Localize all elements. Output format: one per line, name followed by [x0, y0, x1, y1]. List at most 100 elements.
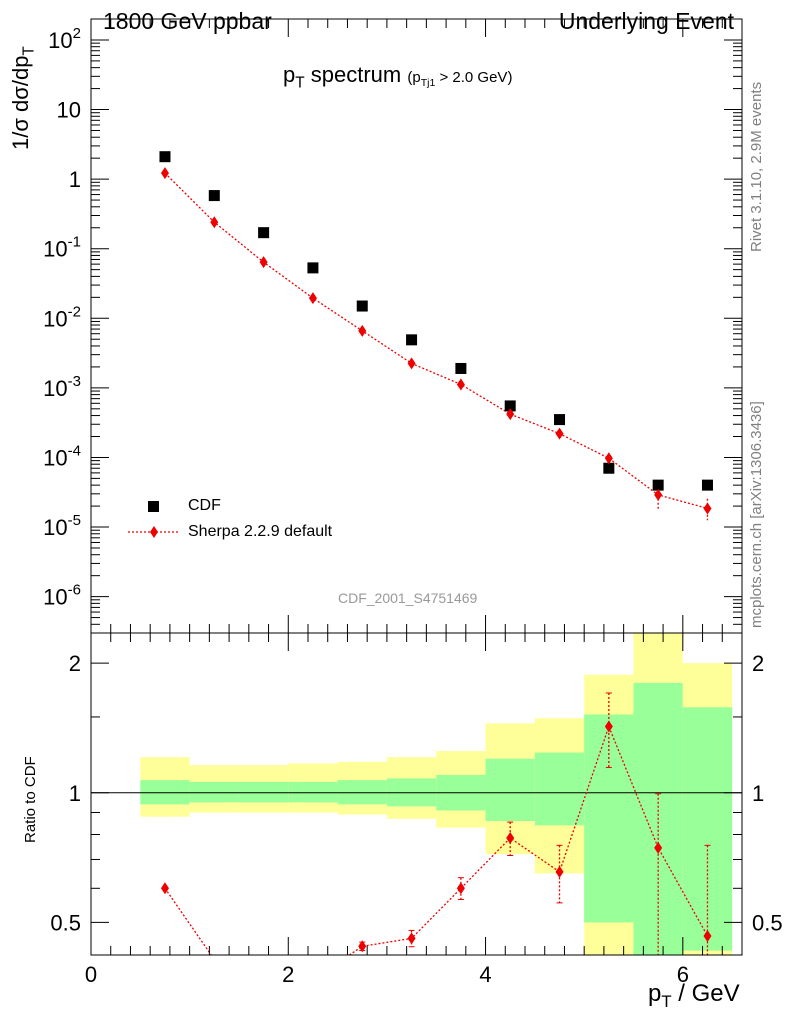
data-point	[356, 300, 368, 312]
data-point	[208, 190, 220, 202]
mc-point	[703, 502, 712, 515]
ratio-x-tick-label: 4	[479, 962, 491, 987]
ratio-mc-line	[164, 724, 709, 955]
band-inner	[140, 780, 190, 805]
plot-title-p: p	[283, 62, 296, 87]
mc-point	[456, 378, 465, 391]
legend-mc-label: Sherpa 2.2.9 default	[188, 523, 333, 540]
mc-point	[259, 256, 268, 269]
y-tick-label: 1	[69, 167, 81, 192]
band-inner	[189, 781, 239, 803]
ratio-x-tick-label: 6	[677, 962, 689, 987]
band-inner	[288, 781, 338, 803]
ratio-frame	[90, 632, 743, 956]
data-point	[307, 262, 319, 274]
legend-data-marker	[148, 501, 159, 512]
mc-point	[506, 408, 515, 421]
plot-title-rest: spectrum	[304, 62, 402, 87]
mc-point	[654, 488, 663, 501]
ratio-mc-point	[604, 720, 613, 733]
header-right: Underlying Event	[558, 8, 734, 34]
y-tick-label-exp: -2	[68, 303, 81, 320]
ratio-y-tick-label: 1	[69, 781, 81, 806]
plot-title-cut-b: > 2.0 GeV)	[435, 69, 513, 86]
ratio-mc-point	[703, 929, 712, 942]
plot-title-cut: (pTj1 > 2.0 GeV)	[407, 69, 513, 89]
mc-point	[604, 452, 613, 465]
legend-mc-marker	[150, 526, 158, 538]
ratio-mc-point	[654, 841, 663, 854]
mc-point	[308, 292, 317, 305]
plot-title: pT spectrum (pTj1 > 2.0 GeV)	[283, 62, 512, 92]
y-tick-label: 10-3	[43, 373, 81, 401]
y-tick-label-base: 10	[43, 445, 67, 470]
mc-point	[407, 357, 416, 370]
y-tick-label-exp: -5	[68, 512, 81, 529]
mc-series-line	[164, 172, 708, 510]
y-tick-label-base: 10	[43, 585, 67, 610]
y-tick-label-base: 10	[48, 28, 72, 53]
ratio-y-tick-label-right: 2	[752, 651, 764, 676]
mc-point	[555, 427, 564, 440]
y-tick-label-exp: -6	[68, 582, 81, 599]
plot-title-cut-sub: Tj1	[420, 77, 436, 89]
y-tick-label-exp: -1	[68, 234, 81, 251]
y-tick-label-base: 10	[43, 306, 67, 331]
y-tick-label-exp: 2	[73, 25, 81, 42]
main-frame	[90, 18, 743, 634]
y-tick-label: 10-5	[43, 512, 81, 540]
y-tick-label-exp: -4	[68, 442, 81, 459]
data-point	[406, 334, 418, 346]
ratio-y-tick-label-right: 0.5	[752, 910, 783, 935]
data-point	[554, 414, 566, 426]
y-tick-label: 10-6	[43, 582, 81, 610]
plot-title-sub: T	[295, 74, 305, 92]
mc-point	[358, 324, 367, 337]
ratio-x-tick-label: 0	[85, 962, 97, 987]
ratio-y-tick-label-right: 1	[752, 781, 764, 806]
plot-title-cut-a: (p	[407, 69, 421, 86]
y-tick-label-base: 10	[43, 515, 67, 540]
ratio-mc-point	[160, 882, 169, 895]
y-tick-label: 10-4	[43, 442, 81, 470]
y-tick-label-base: 10	[43, 376, 67, 401]
ratio-y-tick-label: 0.5	[50, 910, 81, 935]
mc-point	[160, 167, 169, 180]
ratio-mc-point	[555, 865, 564, 878]
legend-data-label: CDF	[188, 497, 221, 514]
y-tick-label: 10-2	[43, 303, 81, 331]
y-tick-label: 102	[48, 25, 81, 53]
header-left: 1800 GeV ppbar	[103, 8, 272, 34]
data-point	[652, 479, 664, 491]
band-inner	[337, 780, 387, 805]
x-axis-label: pT / GeV	[648, 980, 740, 1012]
x-axis-label-rest: / GeV	[671, 980, 740, 1007]
data-point	[159, 151, 171, 163]
legend-markers	[128, 501, 180, 538]
data-point	[455, 362, 467, 374]
ratio-mc-point	[456, 882, 465, 895]
ratio-x-tick-label: 2	[282, 962, 294, 987]
y-tick-label-exp: -3	[68, 373, 81, 390]
ratio-mc-point	[358, 940, 367, 953]
x-axis-label-p: p	[648, 980, 662, 1007]
data-point	[258, 227, 270, 239]
ratio-y-tick-label: 2	[69, 651, 81, 676]
band-inner	[238, 781, 289, 803]
data-point	[701, 479, 713, 491]
analysis-id: CDF_2001_S4751469	[338, 590, 478, 606]
y-tick-label: 10-1	[43, 234, 81, 262]
y-tick-label-base: 10	[43, 237, 67, 262]
data-point	[504, 400, 516, 412]
ratio-mc-point	[407, 932, 416, 945]
y-tick-label: 10	[57, 98, 81, 123]
band-inner	[534, 752, 585, 826]
x-axis-label-sub: T	[661, 991, 672, 1011]
ratio-panel: 0.5 0.5 1 1 2 2 0 2 4 6	[50, 632, 783, 987]
ratio-mc-point	[506, 832, 515, 845]
data-point	[603, 462, 615, 474]
band-inner	[485, 758, 535, 821]
mc-point	[210, 216, 219, 229]
